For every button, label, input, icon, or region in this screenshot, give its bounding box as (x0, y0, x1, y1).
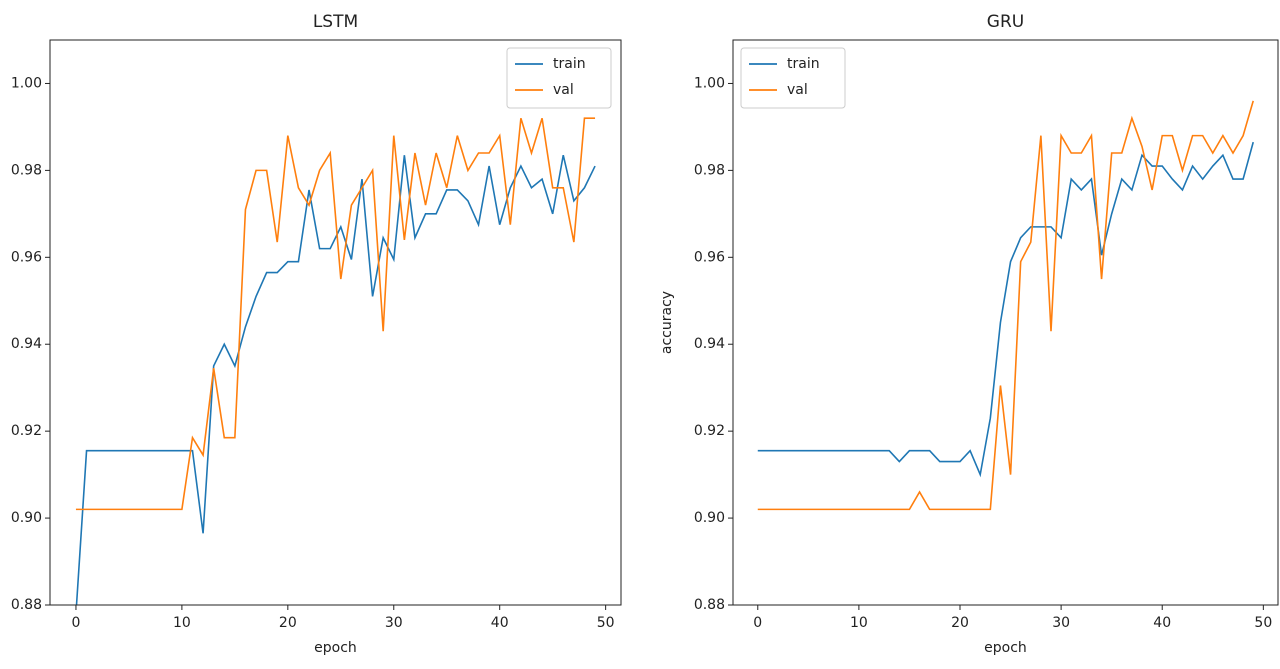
legend-box (740, 47, 846, 109)
x-axis-label: epoch (984, 640, 1027, 656)
y-tick-label: 1.00 (694, 75, 725, 91)
y-axis-label: accuracy (659, 291, 675, 354)
y-tick-label: 0.88 (694, 597, 725, 613)
legend-label: train (553, 56, 586, 72)
x-tick-label: 20 (951, 615, 969, 631)
x-tick-label: 0 (753, 615, 762, 631)
legend-box (506, 47, 612, 109)
x-axis-label: epoch (314, 640, 357, 656)
series-line (757, 100, 1254, 511)
y-tick-label: 0.96 (694, 249, 725, 265)
legend-label: train (787, 56, 820, 72)
legend-label: val (787, 82, 808, 98)
chart-title: GRU (987, 12, 1024, 32)
axes-frame (49, 39, 622, 606)
x-tick-label: 0 (71, 615, 80, 631)
x-tick-label: 50 (597, 615, 615, 631)
x-tick-label: 10 (850, 615, 868, 631)
legend-label: val (553, 82, 574, 98)
y-tick-label: 0.92 (694, 423, 725, 439)
y-tick-label: 0.92 (11, 423, 42, 439)
series-line (75, 154, 596, 605)
x-tick-label: 30 (385, 615, 403, 631)
y-tick-label: 0.94 (11, 336, 42, 352)
x-tick-label: 20 (279, 615, 297, 631)
axes-frame (732, 39, 1279, 606)
y-tick-label: 0.90 (694, 510, 725, 526)
x-tick-label: 30 (1052, 615, 1070, 631)
y-tick-label: 0.88 (11, 597, 42, 613)
x-tick-label: 40 (491, 615, 509, 631)
x-tick-label: 50 (1254, 615, 1272, 631)
series-line (757, 141, 1255, 478)
y-tick-label: 1.00 (11, 75, 42, 91)
y-tick-label: 0.98 (11, 162, 42, 178)
series-line (75, 117, 596, 511)
y-tick-label: 0.98 (694, 162, 725, 178)
x-tick-label: 40 (1153, 615, 1171, 631)
x-tick-label: 10 (173, 615, 191, 631)
y-tick-label: 0.96 (11, 249, 42, 265)
chart-title: LSTM (313, 12, 358, 32)
y-tick-label: 0.90 (11, 510, 42, 526)
y-tick-label: 0.94 (694, 336, 725, 352)
